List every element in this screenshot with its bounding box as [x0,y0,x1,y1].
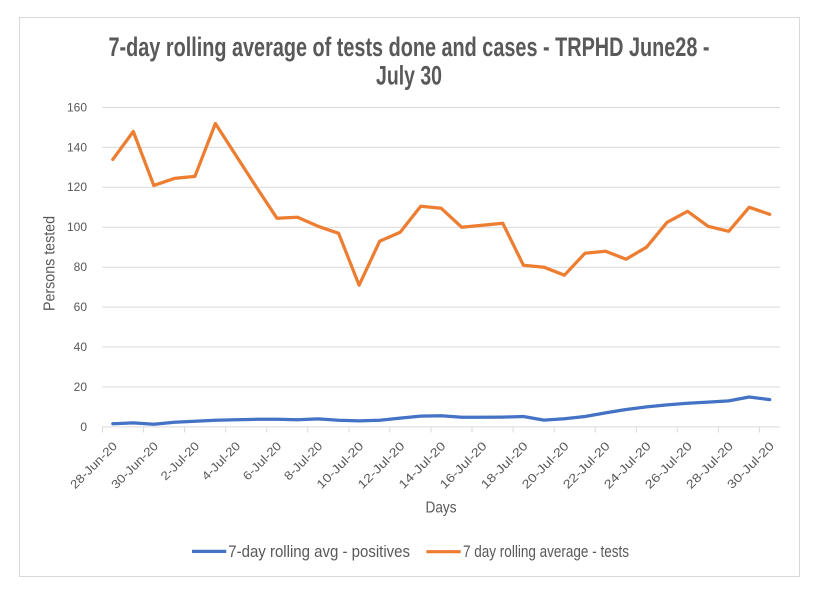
svg-text:140: 140 [67,140,87,154]
svg-text:160: 160 [67,100,87,114]
svg-text:120: 120 [67,180,87,194]
svg-text:100: 100 [67,220,87,234]
svg-text:7-day rolling average of tests: 7-day rolling average of tests done and … [109,32,710,62]
svg-text:60: 60 [74,300,88,314]
svg-text:7 day rolling average - tests: 7 day rolling average - tests [463,542,629,561]
svg-text:Persons tested: Persons tested [42,216,59,311]
svg-text:Days: Days [426,500,457,517]
svg-text:20: 20 [74,380,88,394]
svg-text:40: 40 [74,340,88,354]
svg-text:July 30: July 30 [376,61,442,91]
svg-text:80: 80 [74,260,88,274]
svg-text:7-day rolling avg - positives: 7-day rolling avg - positives [228,542,410,561]
svg-text:0: 0 [80,420,87,434]
